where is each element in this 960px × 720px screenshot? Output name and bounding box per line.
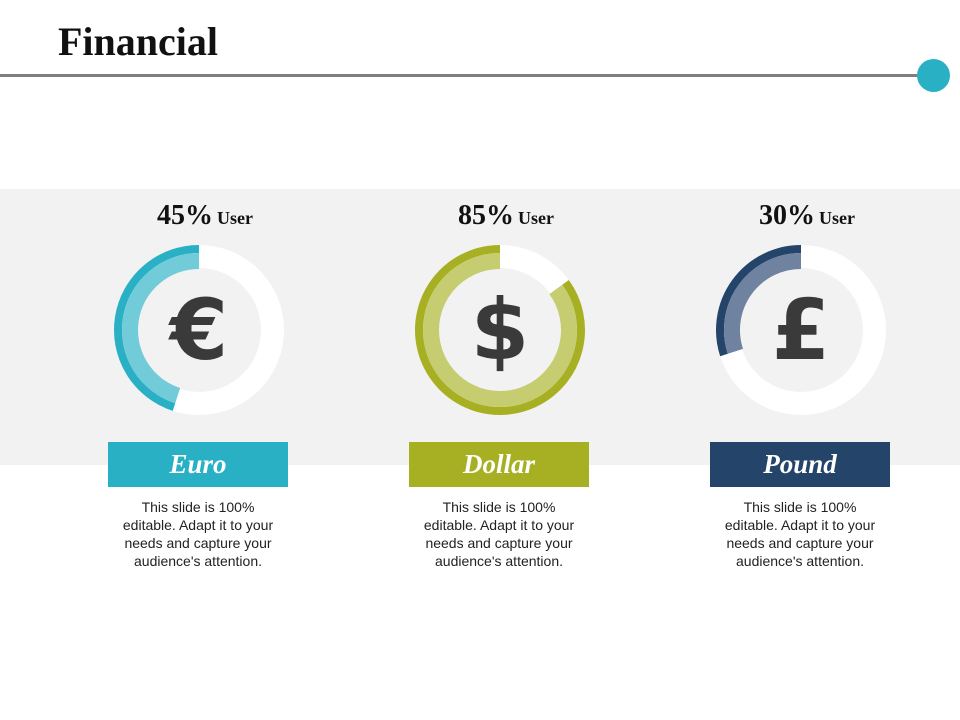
- pound-icon: £: [771, 281, 831, 379]
- ring-progress-outer: [716, 245, 802, 357]
- dollar-stat: 85% User: [406, 200, 606, 232]
- pound-stat: 30% User: [707, 200, 907, 232]
- ring-progress-inner: [423, 253, 577, 407]
- ring-progress-inner: [122, 253, 200, 404]
- pound-unit: User: [819, 208, 855, 228]
- euro-description: This slide is 100% editable. Adapt it to…: [122, 499, 274, 569]
- ring-center: [137, 268, 261, 392]
- dollar-description: This slide is 100% editable. Adapt it to…: [423, 499, 575, 569]
- accent-dot: [917, 59, 950, 92]
- euro-progress-ring: [113, 244, 285, 416]
- ring-progress-outer: [114, 245, 200, 411]
- euro-stat: 45% User: [105, 200, 305, 232]
- pound-percent: 30%: [759, 200, 815, 231]
- euro-card: 45% User € Euro This slide is 100% editab…: [105, 200, 305, 600]
- title-divider: [0, 74, 918, 77]
- dollar-percent: 85%: [458, 200, 514, 231]
- euro-icon: €: [169, 281, 229, 379]
- ring-center: [739, 268, 863, 392]
- dollar-unit: User: [518, 208, 554, 228]
- dollar-icon: $: [470, 281, 530, 379]
- ring-progress-inner: [724, 253, 802, 354]
- page-title: Financial: [58, 19, 219, 64]
- pound-label: Pound: [710, 442, 890, 487]
- ring-center: [438, 268, 562, 392]
- ring-progress-outer: [415, 245, 585, 415]
- pound-description: This slide is 100% editable. Adapt it to…: [724, 499, 876, 569]
- euro-percent: 45%: [157, 200, 213, 231]
- dollar-label: Dollar: [409, 442, 589, 487]
- dollar-progress-ring: [414, 244, 586, 416]
- dollar-card: 85% User $ Dollar This slide is 100% edit…: [406, 200, 606, 600]
- pound-card: 30% User £ Pound This slide is 100% edita…: [707, 200, 907, 600]
- euro-unit: User: [217, 208, 253, 228]
- pound-progress-ring: [715, 244, 887, 416]
- euro-label: Euro: [108, 442, 288, 487]
